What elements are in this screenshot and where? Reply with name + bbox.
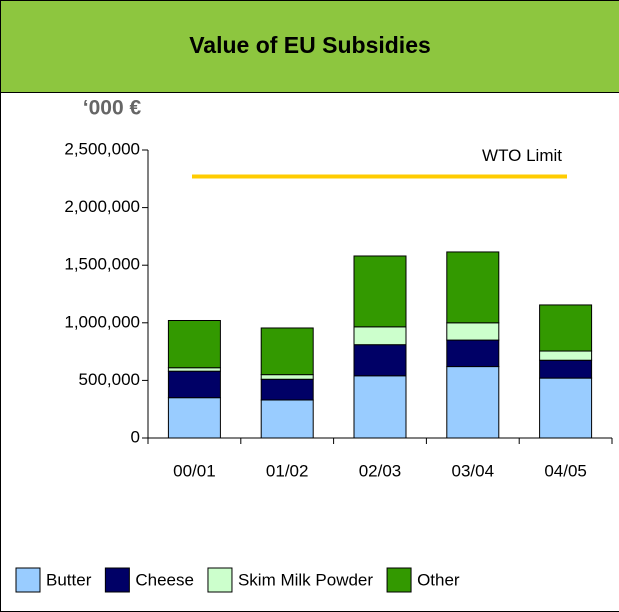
legend-swatch <box>386 567 412 593</box>
bar-segment <box>260 327 314 376</box>
legend-label: Cheese <box>135 570 194 589</box>
bar-segment <box>260 399 314 439</box>
legend-swatch <box>104 567 130 593</box>
legend-label: Butter <box>46 570 92 589</box>
bar-segment <box>446 366 500 439</box>
x-tick-label: 01/02 <box>266 461 309 480</box>
bar-segment <box>353 375 407 439</box>
y-tick-label: 2,500,000 <box>64 139 140 158</box>
bar-segment <box>446 251 500 324</box>
legend-label: Skim Milk Powder <box>238 570 373 589</box>
bar-segment <box>167 370 221 399</box>
legend-swatch <box>207 567 233 593</box>
legend-swatch <box>15 567 41 593</box>
bar-segment <box>539 350 593 361</box>
chart-title: Value of EU Subsidies <box>189 32 431 58</box>
bar-segment <box>539 359 593 379</box>
bar-segment <box>539 304 593 352</box>
y-axis-label: ‘000 € <box>83 97 142 120</box>
x-tick-label: 02/03 <box>359 461 402 480</box>
reference-label: WTO Limit <box>482 146 562 165</box>
bar-segment <box>260 378 314 401</box>
legend-label: Other <box>417 570 460 589</box>
x-tick-label: 03/04 <box>452 461 495 480</box>
bar-segment <box>167 397 221 439</box>
bar-segment <box>167 367 221 372</box>
y-tick-label: 500,000 <box>79 370 140 389</box>
bar-segment <box>353 255 407 328</box>
y-tick-label: 2,000,000 <box>64 197 140 216</box>
bar-segment <box>446 322 500 341</box>
bar-segment <box>353 326 407 346</box>
bar-segment <box>167 319 221 369</box>
bar-segment <box>260 374 314 380</box>
bar-segment <box>539 377 593 439</box>
header <box>0 0 619 93</box>
bar-segment <box>446 339 500 368</box>
y-tick-label: 1,000,000 <box>64 312 140 331</box>
x-tick-label: 00/01 <box>173 461 216 480</box>
y-tick-label: 0 <box>131 427 140 446</box>
y-tick-label: 1,500,000 <box>64 255 140 274</box>
x-tick-label: 04/05 <box>544 461 587 480</box>
bar-segment <box>353 344 407 377</box>
